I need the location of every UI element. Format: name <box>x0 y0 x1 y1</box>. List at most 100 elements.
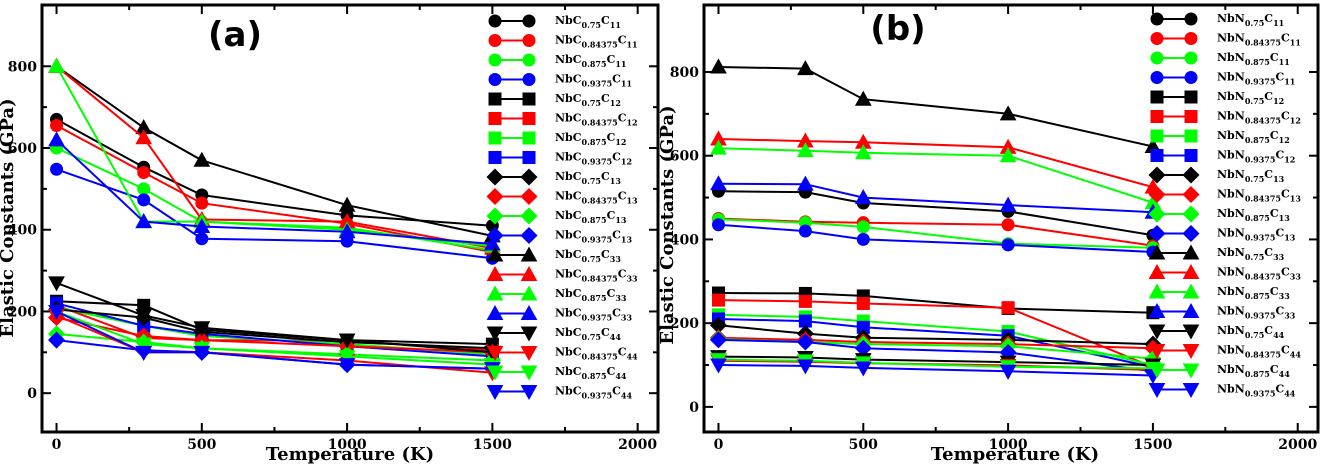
legend-entry: NbN0.9375C13 <box>1148 224 1296 243</box>
data-point <box>798 294 812 308</box>
legend-entry: NbN0.84375C44 <box>1148 344 1301 360</box>
data-point <box>854 144 872 160</box>
y-tick-label: 800 <box>8 59 37 75</box>
legend-label: NbC0.84375C11 <box>555 34 638 50</box>
legend-marker <box>1150 149 1164 162</box>
y-tick-label: 600 <box>670 149 699 165</box>
legend-label: NbN0.9375C12 <box>1217 149 1295 165</box>
legend-marker <box>1184 32 1198 45</box>
data-point <box>710 175 727 191</box>
x-tick-label: 500 <box>187 437 216 453</box>
legend-entry: NbC0.875C33 <box>486 285 627 303</box>
legend-marker <box>520 385 538 401</box>
y-tick-label: 400 <box>670 232 699 248</box>
x-tick-label: 1500 <box>473 437 512 453</box>
data-point <box>338 358 356 374</box>
legend-marker <box>1150 32 1164 45</box>
legend-entry: NbC0.875C44 <box>486 365 627 381</box>
legend-marker <box>488 14 502 28</box>
legend-marker <box>486 207 504 225</box>
legend-marker <box>522 112 536 125</box>
legend-entry: NbN0.75C11 <box>1150 12 1284 28</box>
panel-b-series <box>709 58 1162 385</box>
legend-entry: NbC0.84375C11 <box>488 34 638 50</box>
legend-marker <box>486 304 504 320</box>
legend-label: NbN0.84375C11 <box>1217 32 1301 48</box>
legend-marker <box>1148 244 1166 260</box>
panel-b-y-axis-title: Elastic Constants (GPa) <box>657 105 678 344</box>
legend-marker <box>488 151 502 164</box>
legend-entry: NbC0.9375C33 <box>486 304 632 323</box>
series-line <box>718 223 1153 253</box>
legend-label: NbC0.75C33 <box>555 248 621 264</box>
data-point <box>193 151 211 167</box>
legend-label: NbC0.75C44 <box>555 326 621 342</box>
legend-entry: NbC0.9375C11 <box>488 73 632 89</box>
data-point <box>50 162 64 176</box>
legend-marker <box>488 131 502 145</box>
legend-label: NbN0.9375C11 <box>1217 71 1295 87</box>
data-point <box>135 213 153 229</box>
legend-marker <box>1148 302 1166 318</box>
legend-marker <box>488 53 502 67</box>
legend-marker <box>1184 149 1198 162</box>
legend-entry: NbC0.9375C12 <box>488 151 632 167</box>
legend-marker <box>520 207 538 225</box>
y-tick-label: 0 <box>27 386 37 402</box>
series-line <box>718 138 1154 189</box>
legend-label: NbC0.75C12 <box>555 92 621 108</box>
legend-marker <box>488 92 502 106</box>
legend-marker <box>1150 71 1164 84</box>
data-point <box>135 337 153 353</box>
data-point <box>710 358 727 374</box>
legend-marker <box>486 265 504 281</box>
legend-label: NbC0.75C11 <box>555 14 621 30</box>
legend-marker <box>1182 205 1200 223</box>
legend-label: NbN0.75C33 <box>1217 246 1285 262</box>
legend-marker <box>1150 12 1164 26</box>
data-point <box>856 296 870 310</box>
legend-marker <box>520 168 538 186</box>
panel-a-label: (a) <box>208 15 262 55</box>
x-tick-label: 2000 <box>618 437 657 453</box>
legend-marker <box>488 112 502 125</box>
legend-marker <box>486 365 504 381</box>
data-point <box>1001 301 1015 315</box>
legend-entry: NbN0.75C33 <box>1148 244 1285 262</box>
legend-marker <box>520 346 538 362</box>
data-point <box>137 193 151 207</box>
legend-marker <box>1182 302 1200 318</box>
series-line <box>718 147 1154 204</box>
legend-label: NbN0.875C13 <box>1217 207 1290 223</box>
series-line <box>718 292 1153 314</box>
data-point <box>711 293 725 307</box>
data-point <box>711 218 725 232</box>
series-line <box>55 65 493 237</box>
legend-marker <box>488 34 502 47</box>
legend-label: NbN0.9375C13 <box>1217 227 1296 243</box>
legend-marker <box>486 226 504 245</box>
legend-marker <box>522 151 536 164</box>
legend-entry: NbC0.84375C33 <box>486 265 638 284</box>
legend-label: NbC0.84375C44 <box>555 346 638 362</box>
legend-marker <box>520 187 538 206</box>
legend-entry: NbN0.75C12 <box>1150 90 1284 106</box>
series-NbN-0.875-C33 <box>710 139 1162 210</box>
legend-label: NbN0.75C44 <box>1217 324 1285 340</box>
legend-marker <box>488 73 502 86</box>
legend-entry: NbN0.875C33 <box>1148 283 1290 301</box>
data-point <box>797 359 814 375</box>
data-point <box>798 224 812 238</box>
legend-entry: NbN0.875C13 <box>1148 205 1290 223</box>
legend-marker <box>1148 263 1166 279</box>
data-point <box>709 331 727 349</box>
legend-entry: NbC0.875C12 <box>488 131 626 147</box>
legend-entry: NbC0.875C11 <box>488 53 626 69</box>
legend-marker <box>486 346 504 362</box>
legend-label: NbC0.875C11 <box>555 53 626 69</box>
legend-marker <box>1182 244 1200 260</box>
legend-marker <box>522 92 536 106</box>
legend-marker <box>486 326 504 342</box>
legend-entry: NbN0.75C13 <box>1148 166 1285 184</box>
